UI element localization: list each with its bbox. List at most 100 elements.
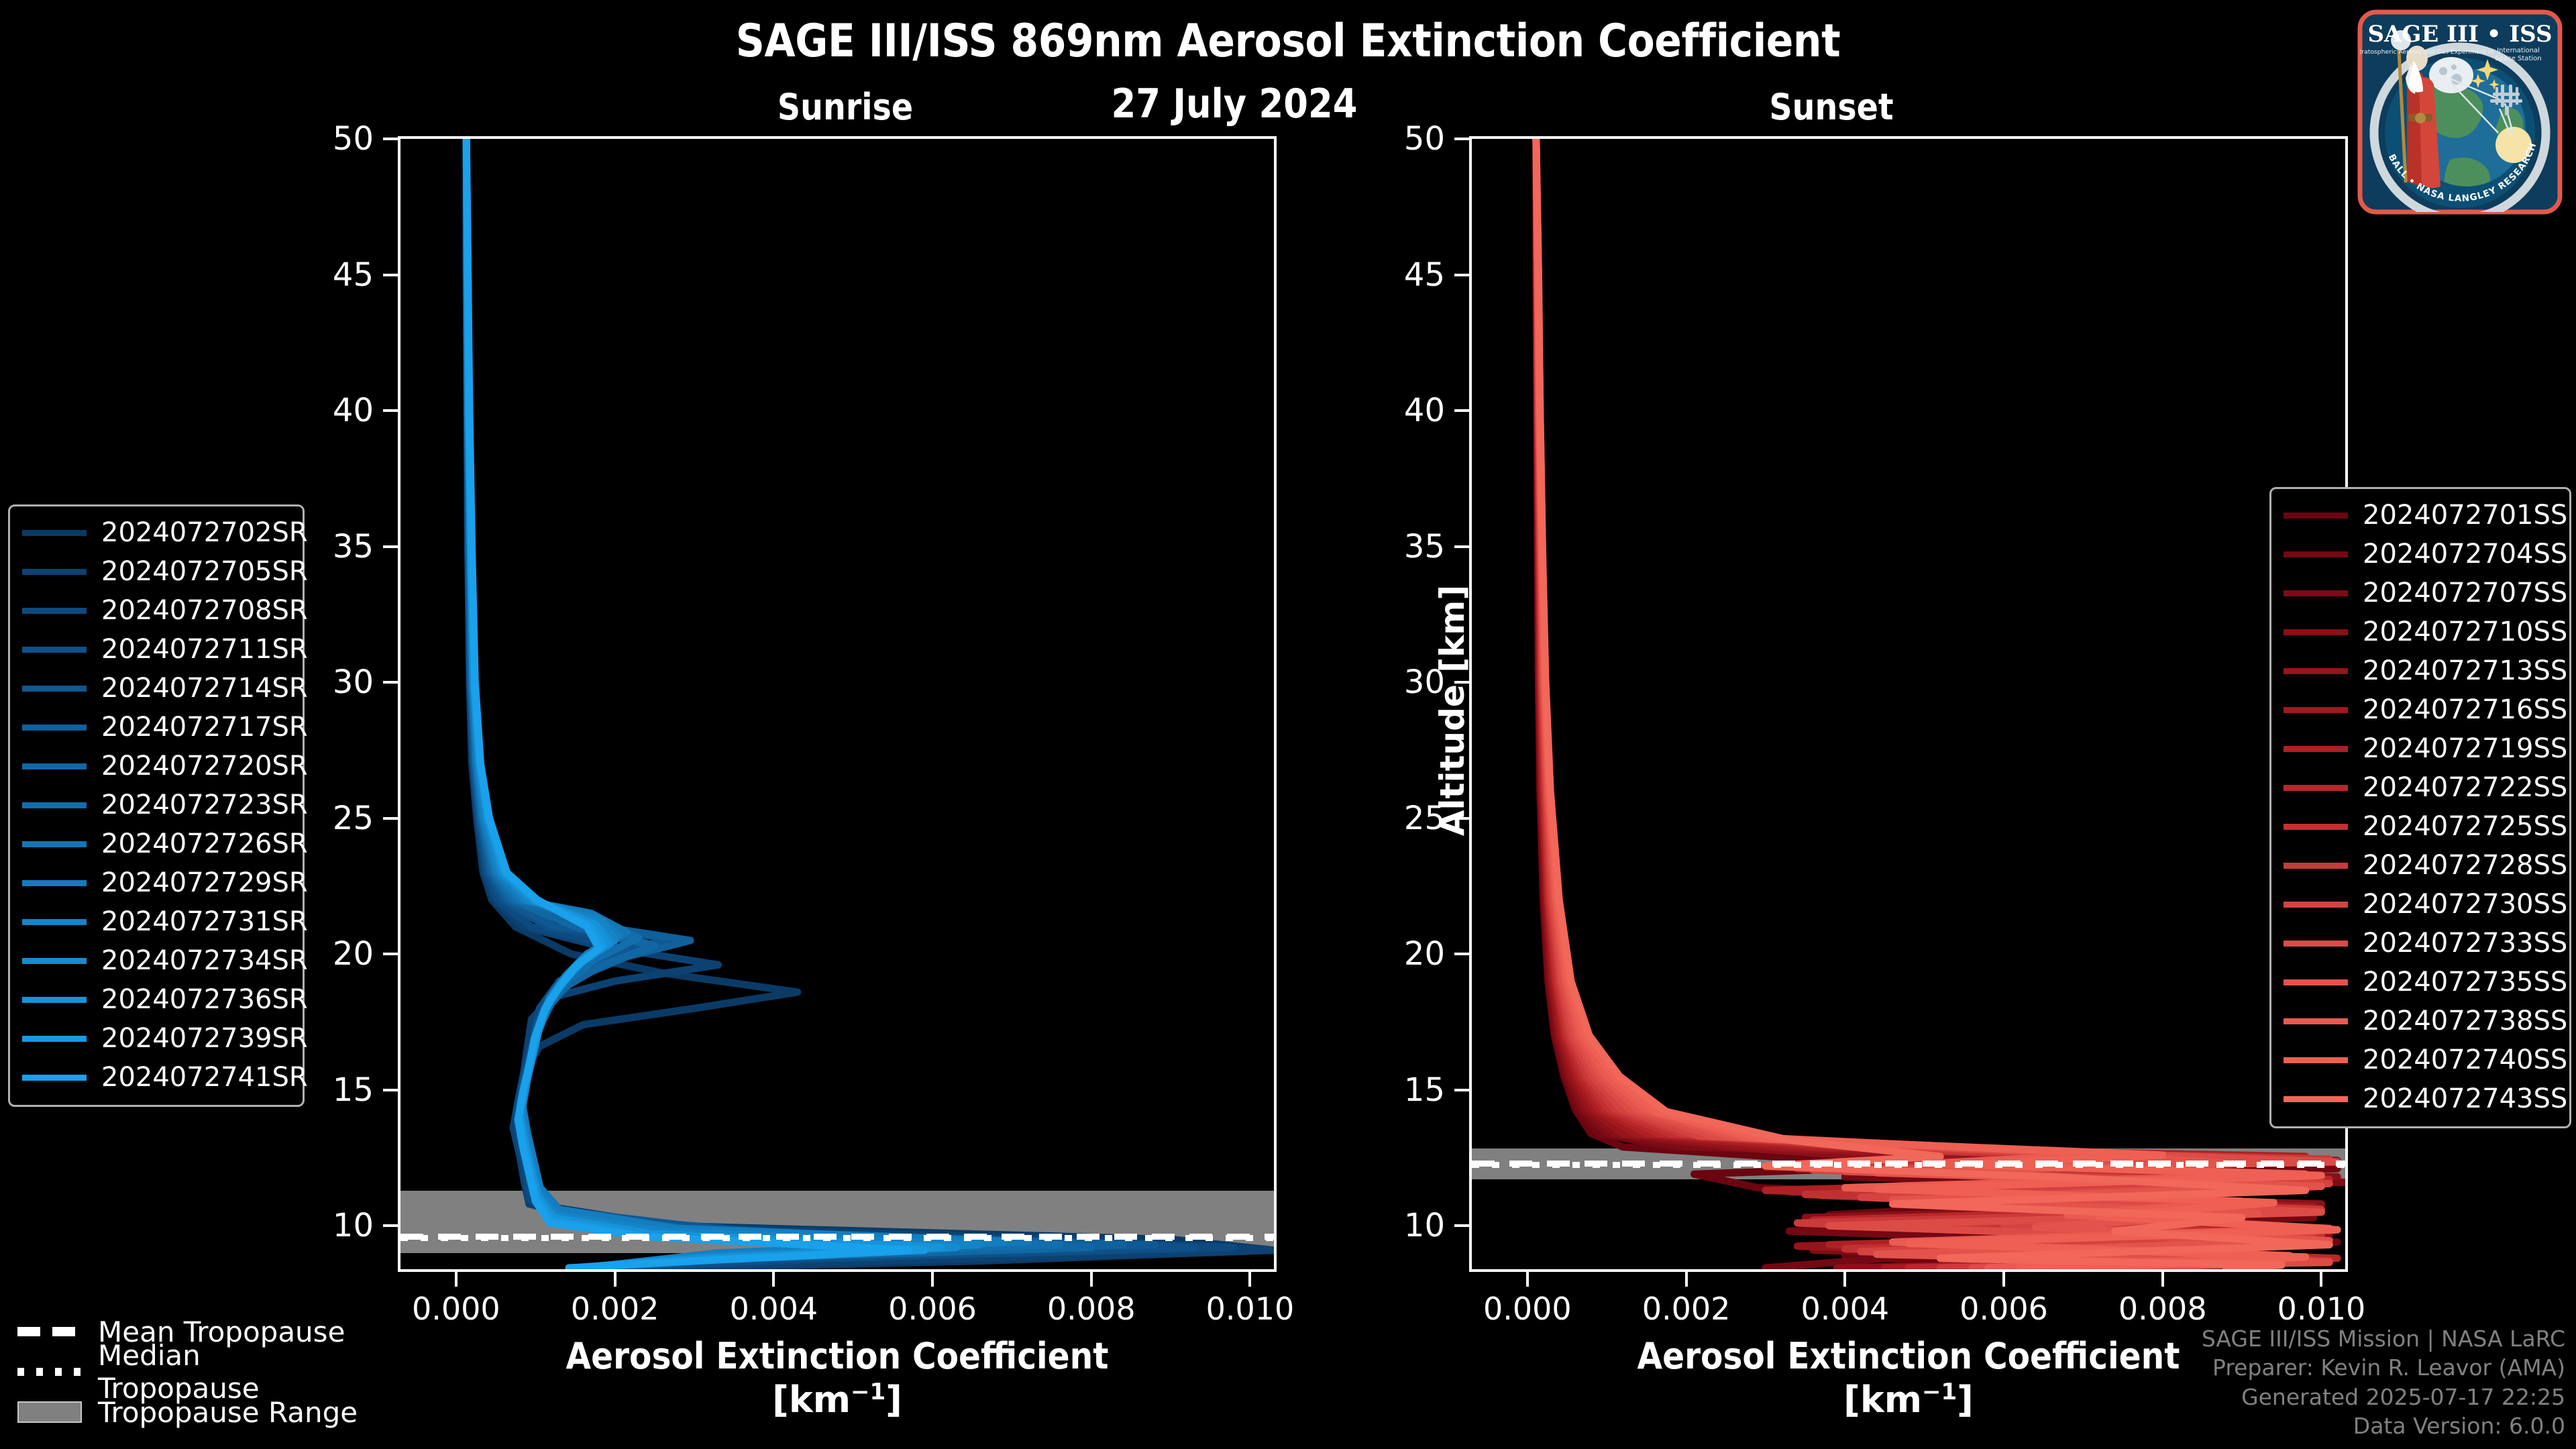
legend-item[interactable]: 2024072731SR xyxy=(22,902,308,941)
legend-item[interactable]: 2024072738SS xyxy=(2284,1002,2567,1040)
legend-item[interactable]: 2024072735SS xyxy=(2284,963,2567,1002)
y-axis-tick-mark xyxy=(1454,816,1469,820)
tropopause-legend[interactable]: Mean Tropopause Median Tropopause Tropop… xyxy=(17,1311,366,1432)
legend-item[interactable]: 2024072711SR xyxy=(22,630,308,669)
sunrise-x-axis: 0.000 0.002 0.004 0.006 0.008 0.010 xyxy=(398,1272,1294,1346)
legend-item-median-tropopause[interactable]: Median Tropopause xyxy=(17,1339,366,1405)
x-axis-tick-mark xyxy=(2002,1272,2006,1287)
legend-item[interactable]: 2024072733SS xyxy=(2284,924,2567,963)
legend-item[interactable]: 2024072705SR xyxy=(22,552,308,591)
svg-text:International: International xyxy=(2497,47,2540,54)
sunrise-x-axis-label: Aerosol Extinction Coefficient xyxy=(566,1335,1109,1377)
date-subtitle: 27 July 2024 xyxy=(1111,80,1358,127)
legend-event-label: 2024072736SR xyxy=(101,984,308,1015)
y-axis-tick-label: 20 xyxy=(1403,935,1445,973)
legend-color-swatch xyxy=(2284,940,2348,947)
series-line xyxy=(462,139,1238,1269)
legend-item[interactable]: 2024072714SR xyxy=(22,669,308,708)
y-axis-tick-label: 30 xyxy=(1403,663,1445,702)
sunset-y-axis: 50 45 40 35 30 25 20 15 10 xyxy=(1362,120,1469,1272)
series-line xyxy=(462,139,945,1269)
legend-item[interactable]: 2024072725SS xyxy=(2284,807,2567,846)
legend-item[interactable]: 2024072722SS xyxy=(2284,768,2567,807)
series-line xyxy=(462,139,1199,1269)
legend-item[interactable]: 2024072719SS xyxy=(2284,729,2567,768)
shaded-band-icon xyxy=(17,1401,82,1423)
legend-event-label: 2024072701SS xyxy=(2363,500,2568,531)
sunrise-plot-area[interactable] xyxy=(398,136,1277,1272)
legend-item[interactable]: 2024072701SS xyxy=(2284,496,2567,535)
sunset-x-axis-unit: [km−1] xyxy=(1843,1379,1974,1421)
series-line xyxy=(462,139,1274,1269)
y-axis-tick-mark xyxy=(1454,1088,1469,1091)
legend-item[interactable]: 2024072720SR xyxy=(22,747,308,786)
sunrise-series-legend[interactable]: 2024072702SR 2024072705SR 2024072708SR 2024… xyxy=(8,504,308,1107)
y-axis-tick-label: 40 xyxy=(332,392,374,430)
y-axis-tick-label: 50 xyxy=(1403,120,1445,158)
legend-item[interactable]: 2024072730SS xyxy=(2284,885,2567,924)
legend-item-mean-tropopause[interactable]: Mean Tropopause xyxy=(17,1311,366,1352)
legend-item[interactable]: 2024072708SR xyxy=(22,591,308,630)
series-line xyxy=(1532,139,2341,1269)
series-line xyxy=(1532,139,2341,1269)
legend-item[interactable]: 2024072743SS xyxy=(2284,1079,2567,1118)
sunset-plot-area[interactable] xyxy=(1469,136,2348,1272)
legend-color-swatch xyxy=(2284,629,2348,635)
legend-item-tropopause-range[interactable]: Tropopause Range xyxy=(17,1392,366,1432)
series-line xyxy=(1532,139,2345,1269)
legend-item[interactable]: 2024072704SS xyxy=(2284,535,2567,574)
y-axis-tick-mark xyxy=(1454,273,1469,276)
mean-tropopause-label: Mean Tropopause xyxy=(98,1315,345,1348)
x-axis-tick-mark xyxy=(772,1272,775,1287)
legend-color-swatch xyxy=(22,685,87,692)
sunrise-series-lines xyxy=(462,139,1274,1269)
legend-item[interactable]: 2024072723SR xyxy=(22,786,308,824)
median-tropopause-line-sunset xyxy=(1472,1162,2345,1169)
legend-color-swatch xyxy=(2284,784,2348,791)
x-axis-tick-mark xyxy=(1248,1272,1252,1287)
legend-item[interactable]: 2024072739SR xyxy=(22,1019,308,1058)
legend-item[interactable]: 2024072741SR xyxy=(22,1058,308,1097)
legend-event-label: 2024072717SR xyxy=(101,712,308,743)
y-axis-tick-label: 25 xyxy=(1403,799,1445,837)
legend-item[interactable]: 2024072717SR xyxy=(22,708,308,747)
legend-item[interactable]: 2024072710SS xyxy=(2284,612,2567,651)
legend-item[interactable]: 2024072716SS xyxy=(2284,690,2567,729)
legend-color-swatch xyxy=(22,529,87,536)
x-axis-tick-label: 0.000 xyxy=(411,1291,500,1327)
x-axis-tick-label: 0.008 xyxy=(2118,1291,2207,1327)
footer-line-preparer: Preparer: Kevin R. Leavor (AMA) xyxy=(2212,1354,2565,1381)
y-axis-tick-mark xyxy=(1454,681,1469,684)
sunset-series-legend[interactable]: 2024072701SS 2024072704SS 2024072707SS 2024… xyxy=(2269,487,2571,1128)
x-axis-tick-mark xyxy=(454,1272,458,1287)
series-line xyxy=(462,139,1274,1269)
series-line xyxy=(1532,139,2333,1269)
legend-color-swatch xyxy=(22,957,87,964)
legend-item[interactable]: 2024072726SR xyxy=(22,824,308,863)
legend-item[interactable]: 2024072702SR xyxy=(22,513,308,552)
legend-item[interactable]: 2024072740SS xyxy=(2284,1040,2567,1079)
legend-item[interactable]: 2024072736SR xyxy=(22,980,308,1019)
sunrise-x-axis-unit: [km−1] xyxy=(772,1379,902,1421)
legend-color-swatch xyxy=(22,841,87,847)
y-axis-tick-mark xyxy=(383,1088,398,1091)
legend-item[interactable]: 2024072728SS xyxy=(2284,846,2567,885)
series-line xyxy=(1532,139,2333,1269)
x-axis-tick-mark xyxy=(613,1272,616,1287)
y-axis-tick-label: 35 xyxy=(332,527,374,566)
sunrise-panel-title: Sunrise xyxy=(777,86,914,128)
x-axis-tick-mark xyxy=(1684,1272,1688,1287)
y-axis-tick-mark xyxy=(1454,409,1469,413)
legend-item[interactable]: 2024072729SR xyxy=(22,863,308,902)
x-axis-tick-label: 0.010 xyxy=(2277,1291,2366,1327)
legend-item[interactable]: 2024072713SS xyxy=(2284,651,2567,690)
series-line xyxy=(462,139,912,1269)
legend-item[interactable]: 2024072734SR xyxy=(22,941,308,980)
x-axis-tick-mark xyxy=(931,1272,934,1287)
x-axis-tick-mark xyxy=(1525,1272,1529,1287)
y-axis-tick-label: 15 xyxy=(332,1071,374,1109)
sunset-x-axis: 0.000 0.002 0.004 0.006 0.008 0.010 xyxy=(1469,1272,2365,1346)
legend-event-label: 2024072728SS xyxy=(2363,850,2568,881)
legend-item[interactable]: 2024072707SS xyxy=(2284,574,2567,612)
x-axis-tick-label: 0.004 xyxy=(1801,1291,1890,1327)
